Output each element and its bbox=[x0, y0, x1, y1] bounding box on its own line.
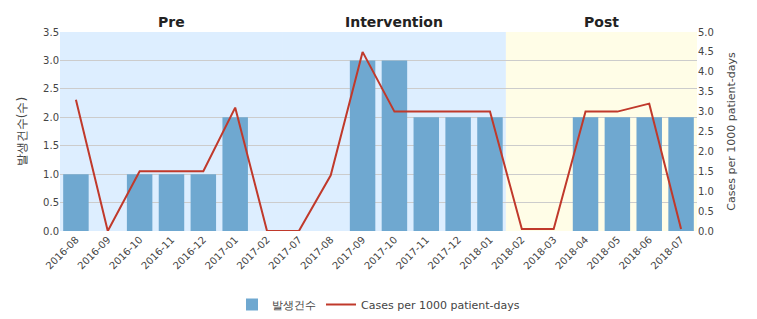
svg-text:2017-11: 2017-11 bbox=[394, 234, 431, 271]
svg-text:1.5: 1.5 bbox=[698, 166, 714, 177]
svg-text:Post: Post bbox=[584, 14, 619, 30]
svg-text:2017-10: 2017-10 bbox=[362, 234, 399, 271]
svg-text:0.5: 0.5 bbox=[698, 206, 714, 217]
svg-text:2018-01: 2018-01 bbox=[458, 234, 495, 271]
svg-text:2016-10: 2016-10 bbox=[107, 234, 144, 271]
svg-text:2017-12: 2017-12 bbox=[426, 234, 463, 271]
svg-text:2017-01: 2017-01 bbox=[203, 234, 240, 271]
svg-text:2.5: 2.5 bbox=[698, 126, 714, 137]
svg-text:0.0: 0.0 bbox=[698, 226, 714, 237]
svg-text:2.5: 2.5 bbox=[43, 83, 59, 94]
svg-text:2018-05: 2018-05 bbox=[585, 234, 622, 271]
svg-text:Pre: Pre bbox=[158, 14, 185, 30]
svg-text:2017-02: 2017-02 bbox=[235, 234, 272, 271]
svg-text:2017-09: 2017-09 bbox=[330, 234, 367, 271]
svg-text:5.0: 5.0 bbox=[698, 27, 714, 38]
svg-text:0.5: 0.5 bbox=[43, 197, 59, 208]
svg-text:4.5: 4.5 bbox=[698, 46, 714, 57]
svg-text:2018-06: 2018-06 bbox=[617, 234, 654, 271]
svg-text:3.0: 3.0 bbox=[43, 55, 59, 66]
svg-text:1.0: 1.0 bbox=[698, 186, 714, 197]
svg-text:발생건수(수): 발생건수(수) bbox=[15, 97, 29, 166]
svg-text:3.5: 3.5 bbox=[43, 27, 59, 38]
svg-text:2016-11: 2016-11 bbox=[139, 234, 176, 271]
svg-text:2.0: 2.0 bbox=[698, 146, 714, 157]
svg-text:2.0: 2.0 bbox=[43, 112, 59, 123]
svg-text:0.0: 0.0 bbox=[43, 226, 59, 237]
svg-text:4.0: 4.0 bbox=[698, 66, 714, 77]
svg-text:3.5: 3.5 bbox=[698, 86, 714, 97]
svg-text:2018-07: 2018-07 bbox=[649, 234, 686, 271]
svg-text:Cases per 1000 patient-days: Cases per 1000 patient-days bbox=[361, 299, 520, 312]
svg-text:2016-09: 2016-09 bbox=[75, 234, 112, 271]
svg-text:3.0: 3.0 bbox=[698, 106, 714, 117]
svg-text:Cases per 1000 patient-days: Cases per 1000 patient-days bbox=[725, 52, 738, 211]
svg-text:1.5: 1.5 bbox=[43, 140, 59, 151]
svg-text:2016-08: 2016-08 bbox=[44, 234, 81, 271]
svg-text:발생건수: 발생건수 bbox=[272, 299, 316, 312]
svg-text:Intervention: Intervention bbox=[345, 14, 443, 30]
svg-text:2017-08: 2017-08 bbox=[298, 234, 335, 271]
svg-text:2018-03: 2018-03 bbox=[521, 234, 558, 271]
svg-text:2017-07: 2017-07 bbox=[266, 234, 303, 271]
svg-text:2018-02: 2018-02 bbox=[489, 234, 526, 271]
svg-text:2018-04: 2018-04 bbox=[553, 234, 590, 271]
svg-text:2016-12: 2016-12 bbox=[171, 234, 208, 271]
svg-text:1.0: 1.0 bbox=[43, 169, 59, 180]
